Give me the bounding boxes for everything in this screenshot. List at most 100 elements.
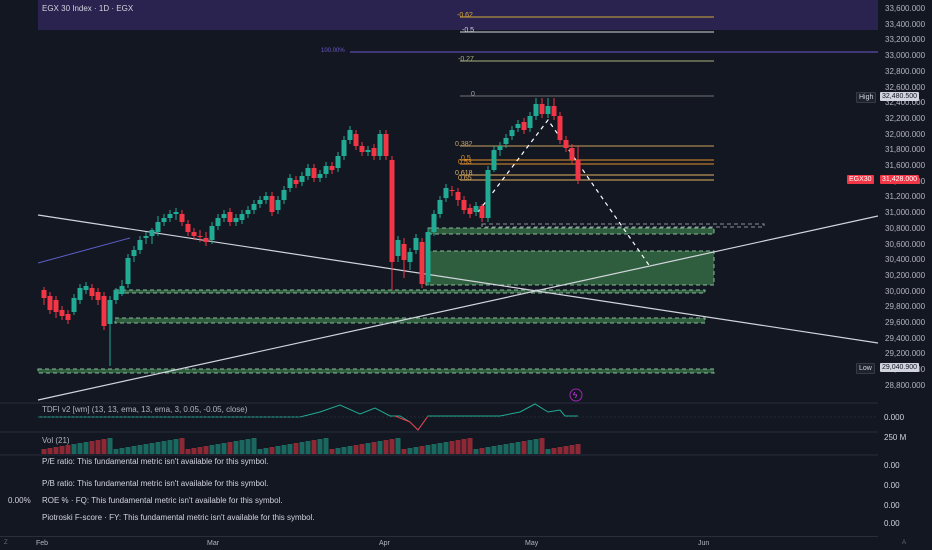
candle-body	[521, 122, 527, 130]
volume-bar	[89, 441, 95, 454]
channel-line	[37, 237, 131, 264]
zone-box[interactable]	[481, 223, 765, 228]
candle-body	[191, 232, 197, 236]
volume-bar	[521, 441, 527, 454]
price-axis-label: 28,800.000	[885, 380, 926, 390]
volume-bar	[293, 443, 299, 454]
volume-bar	[491, 446, 497, 454]
volume-bar	[179, 438, 185, 454]
zone-box[interactable]	[37, 368, 715, 374]
candle-body	[455, 192, 461, 200]
trendline-up[interactable]	[37, 215, 878, 401]
price-axis-label: 32,600.000	[885, 82, 926, 92]
price-axis-label: 33,600.000	[885, 4, 926, 13]
volume-bar	[563, 446, 569, 454]
candle-body	[347, 130, 353, 140]
price-axis-label: 31,000.000	[885, 208, 926, 218]
volume-bars	[41, 438, 581, 454]
candle-body	[515, 124, 521, 128]
candle-body	[503, 138, 509, 144]
candle-body	[389, 160, 395, 262]
price-axis-label: 31,200.000	[885, 192, 926, 202]
candle-body	[281, 190, 287, 200]
volume-bar	[239, 440, 245, 454]
volume-bar	[425, 445, 431, 454]
chart-area[interactable]: ϟ	[0, 0, 878, 550]
candle-body	[509, 130, 515, 136]
volume-bar	[305, 441, 311, 454]
volume-bar	[167, 440, 173, 454]
candle-body	[197, 236, 203, 237]
candle-body	[257, 200, 263, 204]
price-axis-label: 30,400.000	[885, 255, 926, 265]
volume-bar	[227, 442, 233, 454]
volume-bar	[329, 449, 335, 454]
event-marker[interactable]	[569, 388, 583, 402]
candle-body	[209, 226, 215, 240]
candle-body	[473, 206, 479, 212]
zone-box[interactable]	[427, 227, 715, 235]
fib-label: -0.5	[462, 27, 475, 34]
volume-bar	[287, 444, 293, 454]
tdfi-label[interactable]: TDFI v2 [wm] (13, 13, ema, 13, ema, 3, 0…	[42, 405, 248, 414]
candle-body	[143, 236, 149, 238]
high-tag-label: High	[856, 92, 877, 103]
vol-label[interactable]: Vol (21)	[42, 436, 70, 445]
date-label: Apr	[379, 540, 390, 547]
candle-body	[251, 204, 257, 210]
auto-scale-icon[interactable]: A	[902, 540, 907, 546]
demand-zone[interactable]	[425, 250, 715, 286]
volume-bar	[347, 446, 353, 454]
price-axis-label: 32,200.000	[885, 113, 926, 123]
high-tag-value: 32,480.500	[880, 92, 920, 101]
volume-bar	[497, 445, 503, 454]
candle-body	[185, 224, 191, 232]
volume-bar	[449, 441, 455, 454]
trendline-down[interactable]	[37, 214, 878, 344]
volume-bar	[155, 442, 161, 454]
volume-bar	[503, 444, 509, 454]
candle-body	[95, 292, 101, 300]
lightning-icon[interactable]: ϟ	[573, 391, 578, 400]
volume-bar	[431, 444, 437, 454]
candle-body	[449, 190, 455, 191]
fib-label: 100.00%	[321, 48, 345, 54]
piotroski-value: 0.00	[884, 519, 900, 528]
candle-body	[203, 238, 209, 242]
price-axis-label: 31,800.000	[885, 145, 926, 155]
candle-body	[335, 156, 341, 168]
candle-body	[527, 116, 533, 128]
timezone-icon[interactable]: Z	[4, 540, 8, 546]
volume-bar	[65, 445, 71, 454]
volume-bar	[221, 443, 227, 454]
price-axis-label: 30,200.000	[885, 270, 926, 280]
pe-ratio-value: 0.00	[884, 461, 900, 470]
candle-body	[491, 150, 497, 170]
candle-body	[563, 140, 569, 148]
volume-bar	[371, 442, 377, 454]
volume-bar	[83, 442, 89, 454]
candle-body	[311, 168, 317, 178]
volume-bar	[209, 445, 215, 454]
volume-bar	[461, 439, 467, 454]
candle-body	[65, 314, 71, 320]
price-axis-label: 30,000.000	[885, 286, 926, 296]
volume-bar	[245, 439, 251, 454]
date-label: Jun	[698, 540, 710, 547]
candle-body	[383, 134, 389, 156]
tdfi-line-negative	[394, 415, 429, 431]
candle-body	[119, 286, 125, 294]
chart-title[interactable]: EGX 30 Index · 1D · EGX	[42, 4, 134, 13]
candle-body	[155, 222, 161, 232]
zone-box[interactable]	[114, 289, 706, 294]
date-label: Feb	[36, 540, 49, 547]
candle-body	[485, 170, 491, 218]
candle-body	[425, 232, 431, 282]
volume-bar	[47, 448, 53, 454]
volume-bar	[443, 442, 449, 454]
volume-bar	[59, 446, 65, 454]
pb-ratio-value: 0.00	[884, 481, 900, 490]
volume-bar	[143, 444, 149, 454]
candle-body	[533, 104, 539, 116]
price-chart[interactable]: ϟ	[0, 0, 878, 550]
